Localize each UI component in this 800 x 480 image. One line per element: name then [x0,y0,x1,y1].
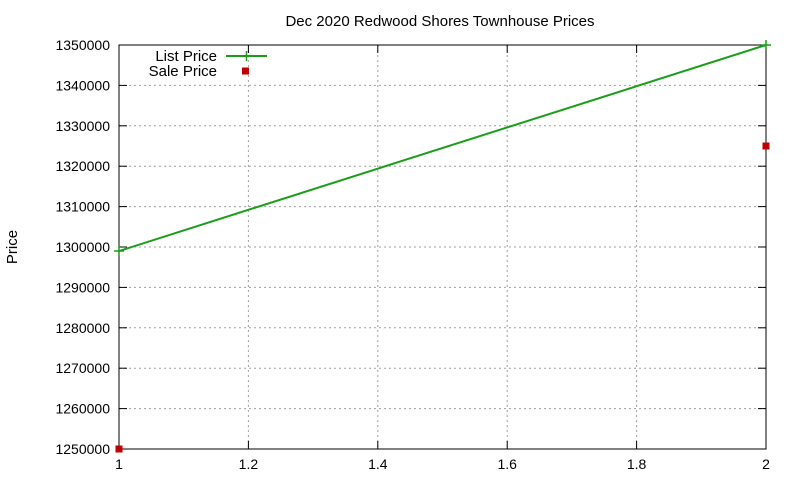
legend-marker-list-price [241,51,252,61]
y-tick-label: 1300000 [55,239,110,255]
x-tick-label: 1 [115,456,123,472]
sale-price-point [762,142,770,150]
y-tick-label: 1290000 [55,279,110,295]
y-tick-label: 1320000 [55,158,110,174]
legend-label-sale-price: Sale Price [149,63,217,80]
y-tick-label: 1330000 [55,118,110,134]
series-list-price [114,40,771,257]
series-sale-price [115,142,770,453]
list-price-point [761,40,771,50]
list-price-line [118,44,767,252]
grid [119,45,766,449]
series-layer [114,40,771,453]
y-tick-label: 1340000 [55,77,110,93]
legend-label-list-price: List Price [155,48,217,65]
legend-marker-sale-price [242,67,249,75]
legend: List Price Sale Price [149,48,267,80]
plot-frame [118,44,767,450]
y-tick-label: 1350000 [55,37,110,53]
x-tick-label: 2 [762,456,770,472]
y-tick-label: 1270000 [55,360,110,376]
x-tick-label: 1.2 [239,456,259,472]
y-tick-label: 1260000 [55,401,110,417]
y-tick-label: 1280000 [55,320,110,336]
y-tick-label: 1250000 [55,441,110,457]
axes: 1250000 1260000 1270000 1280000 1290000 13000… [55,37,770,472]
list-price-point [114,246,124,257]
x-tick-label: 1.6 [497,456,517,472]
sale-price-point [115,445,123,453]
x-tick-label: 1.4 [368,456,388,472]
y-tick-label: 1310000 [55,199,110,215]
y-axis-title: Price [4,230,21,264]
x-tick-label: 1.8 [627,456,647,472]
chart-title: Dec 2020 Redwood Shores Townhouse Prices [285,13,594,30]
